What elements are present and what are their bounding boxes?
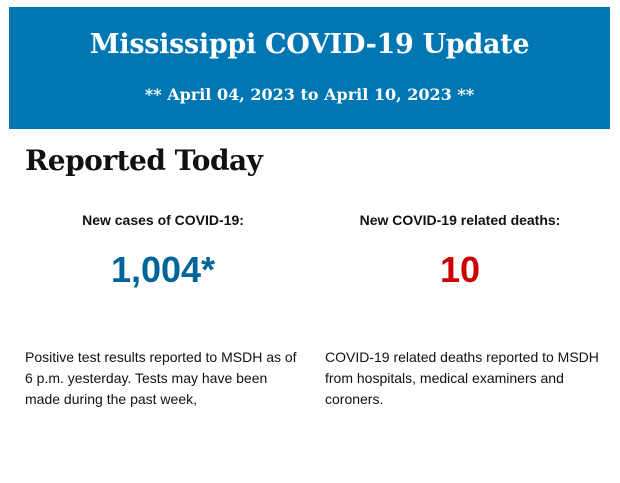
new-deaths-description: COVID-19 related deaths reported to MSDH… [325, 349, 599, 407]
new-deaths-panel: New COVID-19 related deaths: 10 [315, 212, 605, 291]
new-cases-panel: New cases of COVID-19: 1,004* [18, 212, 308, 291]
date-range: ** April 04, 2023 to April 10, 2023 ** [144, 85, 475, 104]
new-cases-description: Positive test results reported to MSDH a… [25, 349, 297, 407]
page-title: Mississippi COVID-19 Update [89, 29, 530, 60]
header-banner: Mississippi COVID-19 Update ** April 04,… [9, 7, 610, 129]
new-deaths-label: New COVID-19 related deaths: [359, 212, 561, 228]
new-cases-value: 1,004* [110, 249, 216, 290]
new-cases-label: New cases of COVID-19: [82, 212, 244, 228]
section-title: Reported Today [25, 144, 263, 177]
new-deaths-value: 10 [439, 249, 481, 290]
